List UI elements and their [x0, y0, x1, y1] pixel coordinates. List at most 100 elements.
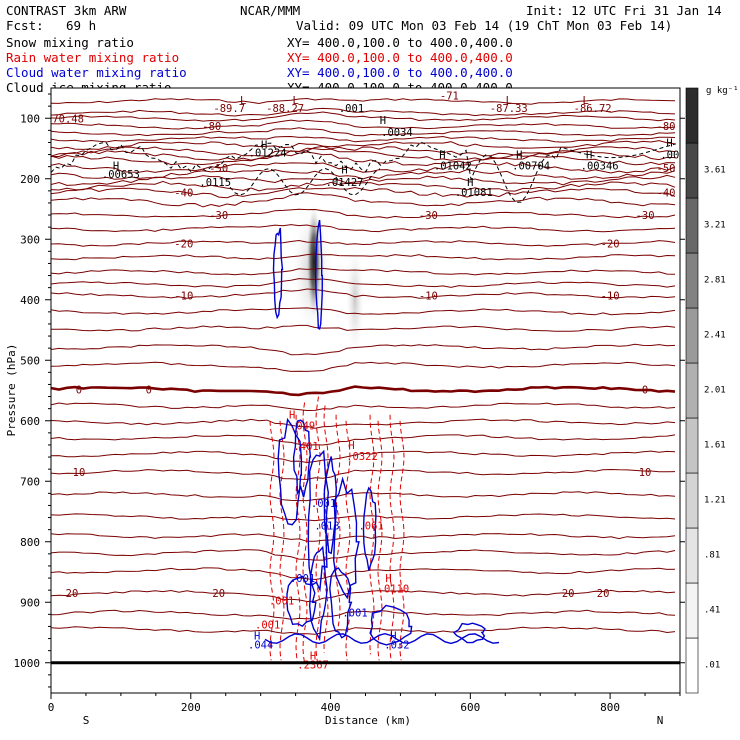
- rain-contour: [335, 414, 341, 633]
- contour-annotation: L: [506, 95, 512, 107]
- colorbar-swatch: [685, 637, 699, 694]
- field-name-snow: Snow mixing ratio: [6, 35, 134, 50]
- colorbar-tick-label: 1.61: [704, 441, 726, 451]
- contour-annotation: H: [310, 650, 316, 662]
- isotherm-line: [51, 192, 676, 208]
- isotherm-label: -20: [601, 238, 620, 250]
- contour-annotation: .001: [311, 498, 336, 510]
- contour-annotation: H: [341, 165, 347, 177]
- x-axis: 0 200 400 600 800: [48, 693, 681, 714]
- cloud-water-contour: [308, 545, 329, 642]
- x-tick-label: 800: [600, 701, 620, 714]
- model-title: CONTRAST 3km ARW: [6, 3, 127, 18]
- y-tick-label: 100: [20, 112, 40, 125]
- isotherm-label: 10: [639, 467, 652, 479]
- y-tick-label: 500: [20, 354, 40, 367]
- y-tick-label: 800: [20, 536, 40, 549]
- forecast-hour: 69 h: [66, 18, 96, 33]
- cloud-water-contour: [277, 417, 303, 526]
- rain-water-contours: [269, 396, 405, 666]
- colorbar-tick-label: .81: [704, 551, 720, 561]
- field-xy-cloud-water: XY= 400.0,100.0 to 400.0,400.0: [287, 65, 513, 80]
- contour-annotation: H: [385, 573, 391, 585]
- colorbar-tick-label: .01: [704, 661, 720, 671]
- rain-contour: [302, 402, 308, 665]
- rain-contour: [369, 414, 375, 655]
- contour-annotation: .002: [660, 150, 685, 162]
- isotherm-line: [51, 549, 676, 561]
- cloud-water-contour: [314, 219, 324, 330]
- contour-annotation: H: [261, 139, 267, 151]
- rain-contour: [315, 396, 321, 666]
- contour-annotation: H: [380, 115, 386, 127]
- isotherm-label: -30: [209, 210, 228, 222]
- colorbar-swatch: [685, 87, 699, 144]
- x-tick-label: 600: [460, 701, 480, 714]
- isotherm-label: 10: [73, 467, 86, 479]
- contour-annotation: .00704: [512, 160, 550, 172]
- contour-annotation: .01224: [249, 148, 287, 160]
- isotherm-line: [51, 468, 676, 480]
- temperature-contours: [51, 97, 676, 635]
- isotherm-line: [51, 140, 676, 150]
- contour-annotation: .00346: [581, 160, 619, 172]
- x-tick-label: 400: [321, 701, 341, 714]
- isotherm-line: [51, 147, 676, 161]
- isotherm-label: 20: [212, 588, 225, 600]
- isotherm-label: -80: [657, 121, 676, 133]
- contour-annotation: H: [113, 160, 119, 172]
- isotherm-label: -50: [209, 163, 228, 175]
- colorbar-tick-label: .41: [704, 606, 720, 616]
- contour-annotation: .001: [342, 608, 367, 620]
- isotherm-label: 20: [562, 588, 575, 600]
- cloud-water-contour: [362, 486, 377, 571]
- isotherm-line: [51, 107, 676, 117]
- isotherm-label: -70.48: [46, 113, 84, 125]
- isotherm-line: [51, 239, 676, 247]
- field-name-cloud-water: Cloud water mixing ratio: [6, 65, 187, 80]
- contour-annotation: .0034: [381, 127, 413, 139]
- contour-annotation: -89.7: [213, 103, 245, 115]
- isotherm-line: [51, 162, 676, 174]
- isotherm-line: [51, 324, 676, 332]
- contour-annotation: .0322: [346, 451, 378, 463]
- contour-annotation: .00653: [102, 169, 140, 181]
- contour-annotation: H: [467, 177, 473, 189]
- isotherm-line: [51, 385, 676, 397]
- contour-annotation: H: [516, 150, 522, 162]
- isotherm-line: [51, 97, 676, 105]
- isotherm-line: [51, 267, 676, 276]
- isotherm-line: [51, 434, 676, 446]
- cloud-water-contours: [264, 219, 500, 646]
- isotherm-line: [51, 174, 676, 186]
- isotherm-line: [51, 513, 676, 522]
- isotherm-line: [51, 402, 676, 412]
- y-tick-label: 400: [20, 294, 40, 307]
- isotherm-label: -20: [174, 238, 193, 250]
- isotherm-line: [51, 307, 676, 316]
- isotherm-line: [51, 119, 676, 130]
- contour-annotation: H: [289, 410, 295, 422]
- isotherm-line: [51, 567, 676, 581]
- rain-contour: [377, 420, 383, 661]
- cloud-water-contour: [292, 419, 312, 498]
- contour-annotation: -88.27: [266, 103, 304, 115]
- isotherm-label: 20: [597, 588, 610, 600]
- colorbar: .01 .41 .81 1.21 1.61 2.01 2.41 2.81 3.21 3.61: [685, 87, 726, 694]
- x-tick-label: 0: [48, 701, 55, 714]
- forecast-label: Fcst:: [6, 18, 44, 33]
- isotherm-line: [51, 361, 676, 372]
- cloud-water-contour: [307, 449, 330, 592]
- cloud-water-contour: [272, 227, 284, 320]
- rain-contour: [295, 414, 301, 662]
- colorbar-swatch: [685, 142, 699, 199]
- contour-annotation: .013: [314, 520, 339, 532]
- rain-contour: [279, 420, 285, 661]
- rain-contour: [345, 420, 351, 661]
- isotherm-line: [51, 135, 676, 143]
- cloud-water-contour: [264, 632, 500, 645]
- cloud-ice-contour: [51, 141, 677, 203]
- isotherm-label: 0: [642, 384, 648, 396]
